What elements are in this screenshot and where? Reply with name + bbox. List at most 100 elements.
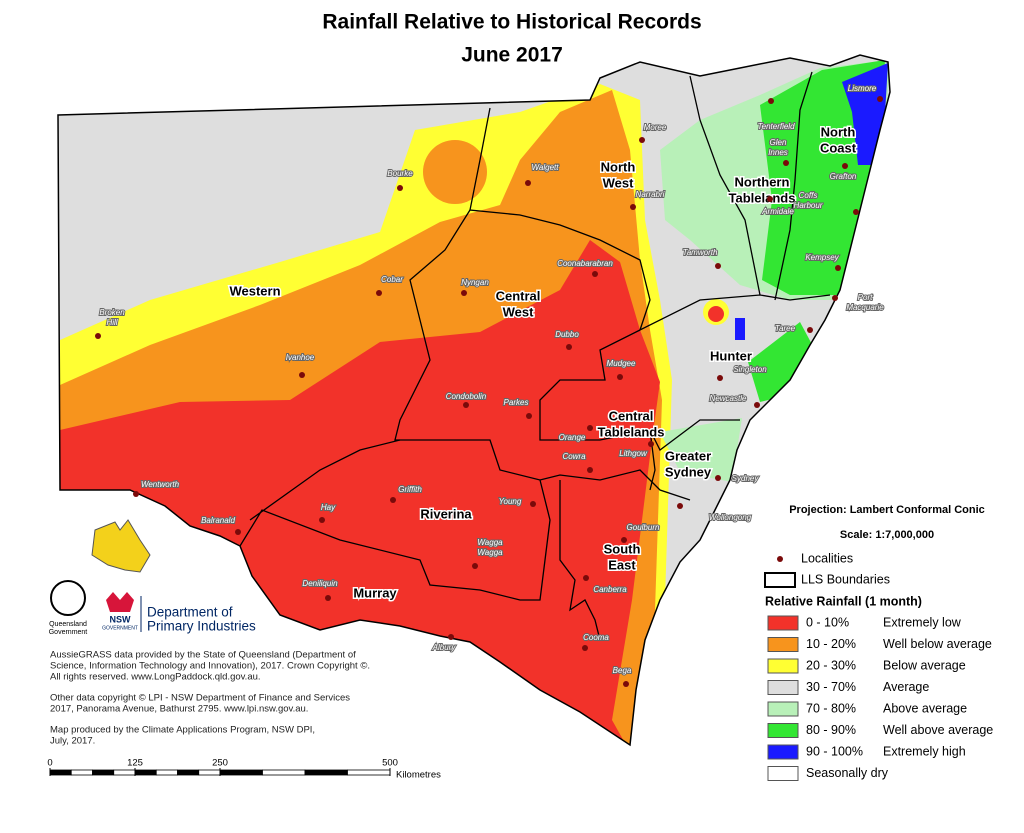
locality-label: Deniliquin — [302, 579, 338, 588]
locality-label: Wentworth — [141, 480, 180, 489]
locality-dot — [767, 196, 773, 202]
locality-label: Glen — [770, 138, 787, 147]
region-label: West — [603, 175, 634, 190]
legend-range: 80 - 90% — [806, 723, 856, 737]
scale-segment — [262, 769, 306, 776]
scale-segment — [155, 769, 178, 776]
legend-description: Above average — [883, 701, 967, 715]
logo-text: Government — [49, 629, 88, 636]
credit-line: 2017, Panorama Avenue, Bathurst 2795. ww… — [50, 704, 308, 715]
locality-label: Tenterfield — [757, 122, 795, 131]
locality-label: Ivanhoe — [286, 353, 315, 362]
locality-label: Bega — [613, 666, 632, 675]
locality-dot — [325, 595, 331, 601]
locality-dot — [630, 204, 636, 210]
locality-dot — [717, 375, 723, 381]
locality-label: Taree — [775, 324, 796, 333]
locality-label: Coffs — [799, 191, 818, 200]
credit-line: All rights reserved. www.LongPaddock.qld… — [50, 672, 261, 683]
region-label: Murray — [353, 585, 397, 600]
logo-text: GOVERNMENT — [102, 625, 138, 631]
logo-text: NSW — [110, 614, 132, 624]
legend-range: 0 - 10% — [806, 615, 849, 629]
region-label: Tablelands — [729, 190, 796, 205]
locality-label: Lithgow — [619, 449, 648, 458]
locality-label: Cowra — [562, 452, 586, 461]
locality-dot — [783, 160, 789, 166]
locality-label: Goulburn — [627, 523, 660, 532]
legend-swatch — [767, 701, 799, 717]
region-label: North — [821, 124, 856, 139]
locality-label: Wollongong — [709, 513, 752, 522]
extremely-high-zone — [735, 318, 745, 340]
extremely-high-zone — [842, 63, 888, 165]
region-label: Central — [609, 408, 654, 423]
locality-label: Dubbo — [555, 330, 579, 339]
credit-line: Other data copyright © LPI - NSW Departm… — [50, 693, 350, 704]
locality-dot — [376, 290, 382, 296]
region-label: Sydney — [665, 464, 712, 479]
locality-label: Parkes — [504, 398, 529, 407]
locality-label: Port — [858, 293, 873, 302]
locality-dot — [299, 372, 305, 378]
legend-range: 90 - 100% — [806, 744, 863, 758]
boundary — [559, 480, 601, 641]
locality-dot — [754, 402, 760, 408]
scale-segment — [304, 769, 348, 776]
boundary — [774, 71, 813, 301]
boundary — [689, 75, 761, 296]
locality-dot — [472, 563, 478, 569]
locality-label: Wagga — [477, 548, 503, 557]
scale-tick-label: 250 — [212, 758, 228, 769]
legend-label: LLS Boundaries — [801, 572, 890, 586]
logo-text: Primary Industries — [147, 619, 256, 634]
boundary — [394, 209, 691, 501]
locality-label: Moree — [644, 123, 667, 132]
locality-label: Griffith — [398, 485, 422, 494]
locality-dot — [582, 645, 588, 651]
region-label: South — [604, 541, 641, 556]
locality-label: Albury — [432, 643, 457, 652]
locality-label: Newcastle — [710, 394, 747, 403]
locality-dot — [832, 295, 838, 301]
credit-line: July, 2017. — [50, 736, 95, 747]
legend-swatch — [764, 572, 796, 588]
locality-dot — [390, 497, 396, 503]
locality-dot — [95, 333, 101, 339]
locality-dot — [235, 529, 241, 535]
waratah — [106, 592, 134, 612]
logo-text: Queensland — [49, 621, 87, 628]
scale-segment — [347, 769, 391, 776]
legend-swatch — [767, 744, 799, 760]
locality-dot — [715, 475, 721, 481]
locality-label: Canberra — [593, 585, 627, 594]
scale-segment — [49, 769, 72, 776]
locality-dot — [463, 402, 469, 408]
region-label: Northern — [735, 174, 790, 189]
region-label: Central — [496, 288, 541, 303]
locality-dot — [587, 425, 593, 431]
legend-dot — [777, 556, 783, 562]
scale-segment — [113, 769, 136, 776]
locality-label: Condobolin — [446, 392, 487, 401]
boundary — [539, 329, 740, 451]
legend-range: Seasonally dry — [806, 766, 889, 780]
locality-label: Walgett — [532, 163, 560, 172]
region-label: West — [503, 304, 534, 319]
region-label: North — [601, 159, 636, 174]
legend-swatch — [767, 680, 799, 695]
locality-label: Cooma — [583, 633, 609, 642]
logo-text: Department of — [147, 605, 233, 620]
credit-line: Map produced by the Climate Applications… — [50, 725, 315, 736]
region-label: East — [608, 557, 636, 572]
extremely-low-zone — [708, 306, 724, 322]
locality-dot — [621, 537, 627, 543]
locality-dot — [461, 290, 467, 296]
title: Rainfall Relative to Historical Records — [322, 11, 701, 34]
locality-dot — [853, 209, 859, 215]
scale-tick-label: 125 — [127, 758, 143, 769]
locality-label: Tamworth — [683, 248, 718, 257]
locality-dot — [566, 344, 572, 350]
region-label: Greater — [665, 448, 711, 463]
locality-label: Macquarie — [846, 303, 884, 312]
